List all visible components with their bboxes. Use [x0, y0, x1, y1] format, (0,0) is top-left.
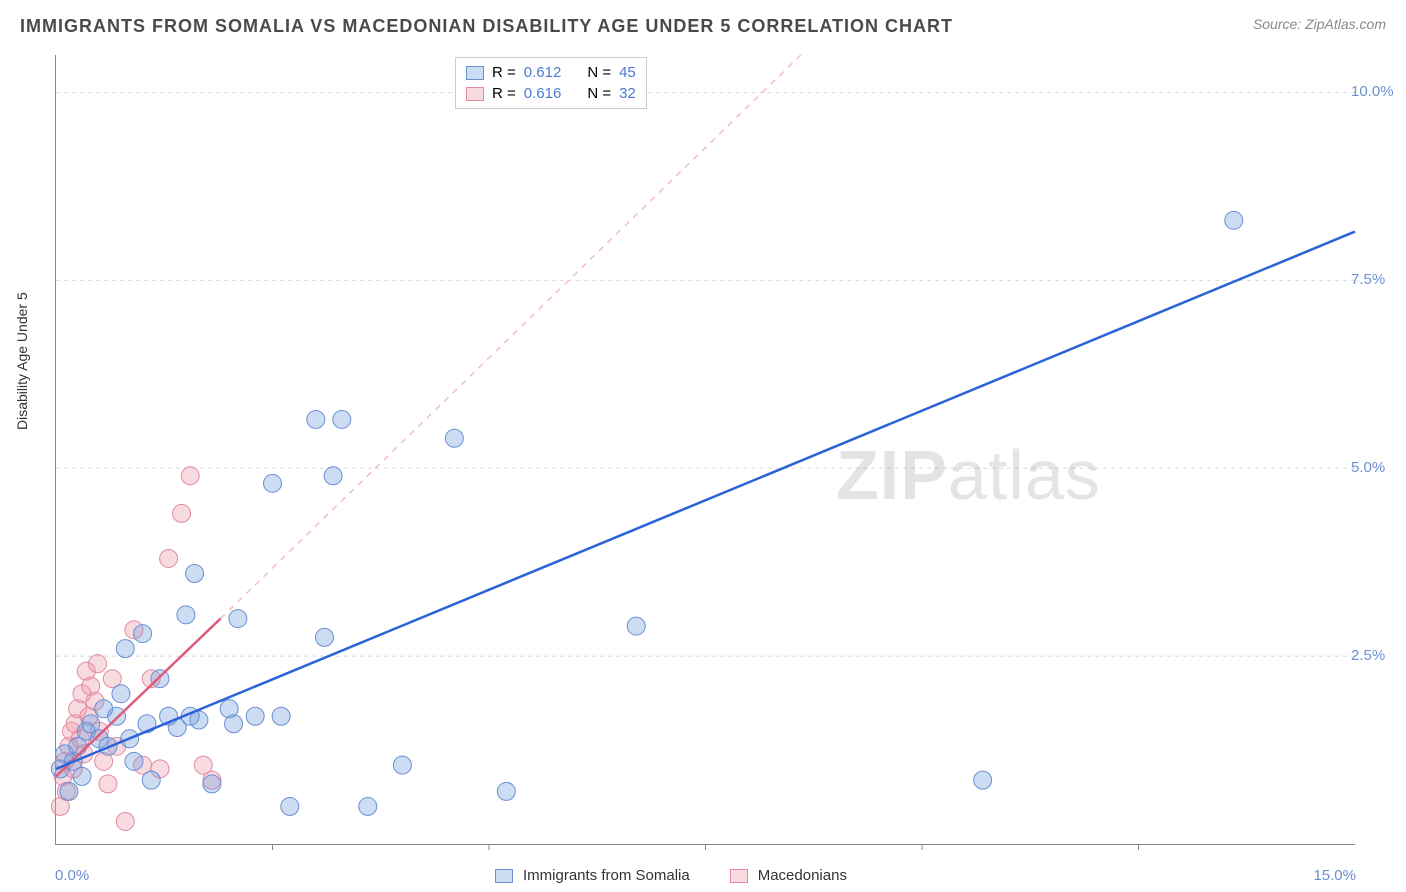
plot-area: ZIPatlas	[55, 55, 1355, 845]
legend-swatch-series2	[730, 869, 748, 883]
stats-n-label: N =	[587, 64, 611, 81]
stats-n-label-2: N =	[587, 85, 611, 102]
stats-legend: R = 0.612 N = 45 R = 0.616 N = 32	[455, 57, 647, 109]
series-legend: Immigrants from Somalia Macedonians	[495, 867, 847, 884]
stats-n-value-1: 45	[619, 64, 636, 81]
stats-r-value-1: 0.612	[524, 64, 562, 81]
legend-label-series1: Immigrants from Somalia	[523, 867, 690, 884]
chart-title: IMMIGRANTS FROM SOMALIA VS MACEDONIAN DI…	[20, 16, 953, 37]
stats-row-series1: R = 0.612 N = 45	[466, 62, 636, 83]
swatch-series1	[466, 66, 484, 80]
legend-swatch-series1	[495, 869, 513, 883]
stats-r-label-2: R =	[492, 85, 516, 102]
stats-r-value-2: 0.616	[524, 85, 562, 102]
y-tick-label: 2.5%	[1351, 647, 1406, 664]
stats-row-series2: R = 0.616 N = 32	[466, 83, 636, 104]
chart-container: IMMIGRANTS FROM SOMALIA VS MACEDONIAN DI…	[0, 0, 1406, 892]
swatch-series2	[466, 87, 484, 101]
stats-n-value-2: 32	[619, 85, 636, 102]
x-max-label: 15.0%	[1313, 867, 1356, 884]
x-origin-label: 0.0%	[55, 867, 89, 884]
chart-svg	[56, 55, 1355, 844]
legend-label-series2: Macedonians	[758, 867, 847, 884]
y-axis-label: Disability Age Under 5	[14, 292, 30, 430]
y-tick-label: 5.0%	[1351, 459, 1406, 476]
stats-r-label: R =	[492, 64, 516, 81]
y-tick-label: 10.0%	[1351, 83, 1406, 100]
source-attribution: Source: ZipAtlas.com	[1253, 16, 1386, 32]
y-tick-label: 7.5%	[1351, 271, 1406, 288]
